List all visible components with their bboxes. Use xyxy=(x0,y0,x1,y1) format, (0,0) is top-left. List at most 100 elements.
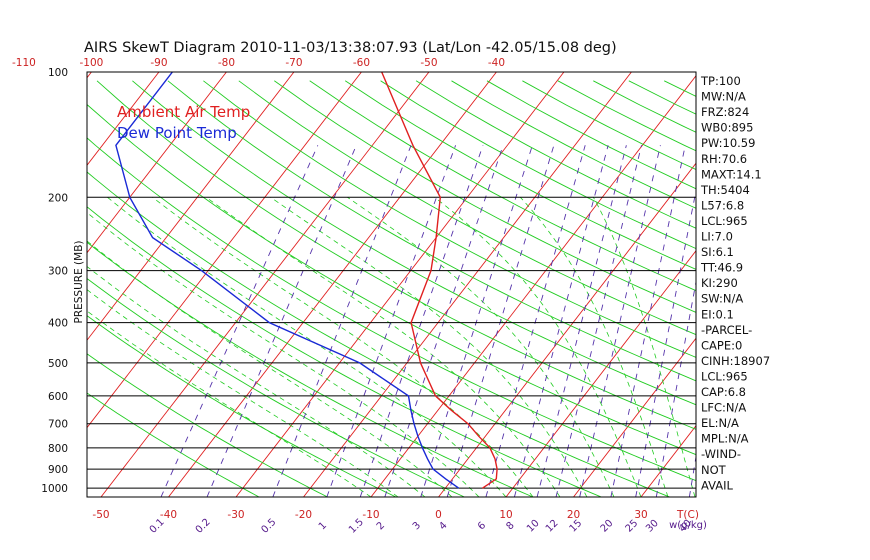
index-entry: LCL:965 xyxy=(701,369,748,383)
top-temperature-tick-label: -110 xyxy=(12,57,36,69)
mixing-ratio-label: 10 xyxy=(525,518,542,535)
mixing-ratio-line xyxy=(446,145,555,497)
index-entry: LCL:965 xyxy=(701,214,748,228)
pressure-tick-label: 300 xyxy=(48,266,68,278)
dry-adiabat-line xyxy=(344,80,696,270)
mixing-ratio-label: 4 xyxy=(437,520,449,532)
dewpoint-profile-line xyxy=(115,72,460,489)
top-temperature-tick-label: -50 xyxy=(420,57,437,69)
legend-ambient-air-temp: Ambient Air Temp xyxy=(117,103,250,121)
temperature-tick-label: 20 xyxy=(567,509,580,521)
index-entry: WB0:895 xyxy=(701,121,753,135)
temperature-axis-unit: T(C) xyxy=(676,509,699,521)
pressure-tick-label: 100 xyxy=(48,67,68,79)
dry-adiabat-line xyxy=(664,80,696,97)
dry-adiabat-line xyxy=(87,392,260,497)
moist-adiabat-line xyxy=(205,196,561,497)
isotherm-line xyxy=(87,72,160,166)
top-temperature-tick-label: -100 xyxy=(80,57,104,69)
index-entry: SW:N/A xyxy=(701,292,743,306)
index-entry: RH:70.6 xyxy=(701,152,747,166)
index-entry: EI:0.1 xyxy=(701,307,734,321)
mixing-ratio-line xyxy=(272,145,412,497)
dry-adiabat-line xyxy=(87,137,696,482)
index-entry: LI:7.0 xyxy=(701,230,733,244)
temperature-tick-label: -10 xyxy=(362,509,379,521)
index-entry: SI:6.1 xyxy=(701,245,734,259)
top-temperature-tick-label: -60 xyxy=(353,57,370,69)
adiabat-grid xyxy=(87,80,870,497)
isobar-grid xyxy=(87,196,696,489)
dry-adiabat-line xyxy=(87,103,696,456)
dry-adiabat-line xyxy=(806,81,870,497)
mixing-ratio-line xyxy=(610,145,686,497)
dry-adiabat-line xyxy=(771,81,870,497)
temperature-profile-line xyxy=(381,72,498,489)
mixing-ratio-label: 3 xyxy=(411,520,423,532)
pressure-tick-label: 700 xyxy=(48,419,68,431)
temperature-tick-label: -30 xyxy=(227,509,244,521)
mixing-ratio-label: 0.5 xyxy=(260,517,279,536)
index-entry: -WIND- xyxy=(701,447,741,461)
top-temperature-tick-label: -80 xyxy=(218,57,235,69)
index-entry: MW:N/A xyxy=(701,90,746,104)
pressure-tick-label: 500 xyxy=(48,358,68,370)
moist-adiabat-line xyxy=(152,196,534,497)
moist-adiabat-line xyxy=(520,197,669,497)
mixing-ratio-label: 20 xyxy=(599,518,616,535)
dry-adiabat-line xyxy=(87,353,328,497)
temperature-tick-label: 10 xyxy=(499,509,512,521)
dry-adiabat-line xyxy=(87,241,533,497)
isotherm-line xyxy=(573,337,696,497)
top-temperature-tick-label: -40 xyxy=(488,57,505,69)
mixing-ratio-label: 1 xyxy=(317,520,329,532)
dry-adiabat-line xyxy=(167,80,696,382)
moist-adiabat-line xyxy=(87,211,480,497)
mixing-ratio-label: 12 xyxy=(544,518,561,535)
moist-adiabat-line xyxy=(87,289,399,497)
index-entry: MAXT:14.1 xyxy=(701,167,762,181)
moist-adiabat-line xyxy=(107,196,507,497)
index-entry: LFC:N/A xyxy=(701,401,746,415)
mixing-ratio-line xyxy=(384,145,504,497)
mixing-ratio-line xyxy=(420,145,533,497)
index-entry: -PARCEL- xyxy=(701,323,752,337)
profile-lines xyxy=(115,72,498,489)
isotherm-line xyxy=(303,72,632,497)
isotherm-line xyxy=(776,72,870,497)
pressure-tick-label: 600 xyxy=(48,391,68,403)
dry-adiabat-line xyxy=(87,277,465,497)
mixing-ratio-grid xyxy=(160,145,696,497)
dry-adiabat-line xyxy=(87,315,397,497)
pressure-tick-label: 900 xyxy=(48,464,68,476)
dry-adiabat-line xyxy=(309,80,696,292)
moist-adiabat-line xyxy=(593,197,696,497)
index-entry: CINH:18907 xyxy=(701,354,770,368)
mixing-ratio-line xyxy=(536,145,627,497)
temperature-tick-label: -50 xyxy=(92,509,109,521)
mixing-ratio-line xyxy=(555,145,642,497)
isotherm-line xyxy=(100,72,430,497)
index-entry: CAP:6.8 xyxy=(701,385,746,399)
isotherm-line xyxy=(844,72,870,497)
dry-adiabat-line xyxy=(96,80,696,430)
isotherm-line xyxy=(87,72,295,341)
dry-adiabat-line xyxy=(238,80,696,336)
dry-adiabat-line xyxy=(87,171,670,497)
dry-adiabat-line xyxy=(274,80,696,313)
index-entry: AVAIL xyxy=(701,478,734,492)
moist-adiabat-line xyxy=(87,310,372,497)
index-entry: TH:5404 xyxy=(700,183,750,197)
mixing-ratio-label: 8 xyxy=(504,520,516,532)
temperature-tick-label: -20 xyxy=(295,509,312,521)
mixing-ratio-line xyxy=(160,145,319,497)
mixing-ratio-line xyxy=(485,145,586,497)
index-entry: EL:N/A xyxy=(701,416,739,430)
mixing-ratio-unit: w(g/kg) xyxy=(669,520,707,531)
dry-adiabat-line xyxy=(132,80,696,406)
legend: Ambient Air Temp Dew Point Temp xyxy=(117,103,250,142)
isotherm-line xyxy=(0,72,24,497)
temperature-tick-label: -40 xyxy=(160,509,177,521)
